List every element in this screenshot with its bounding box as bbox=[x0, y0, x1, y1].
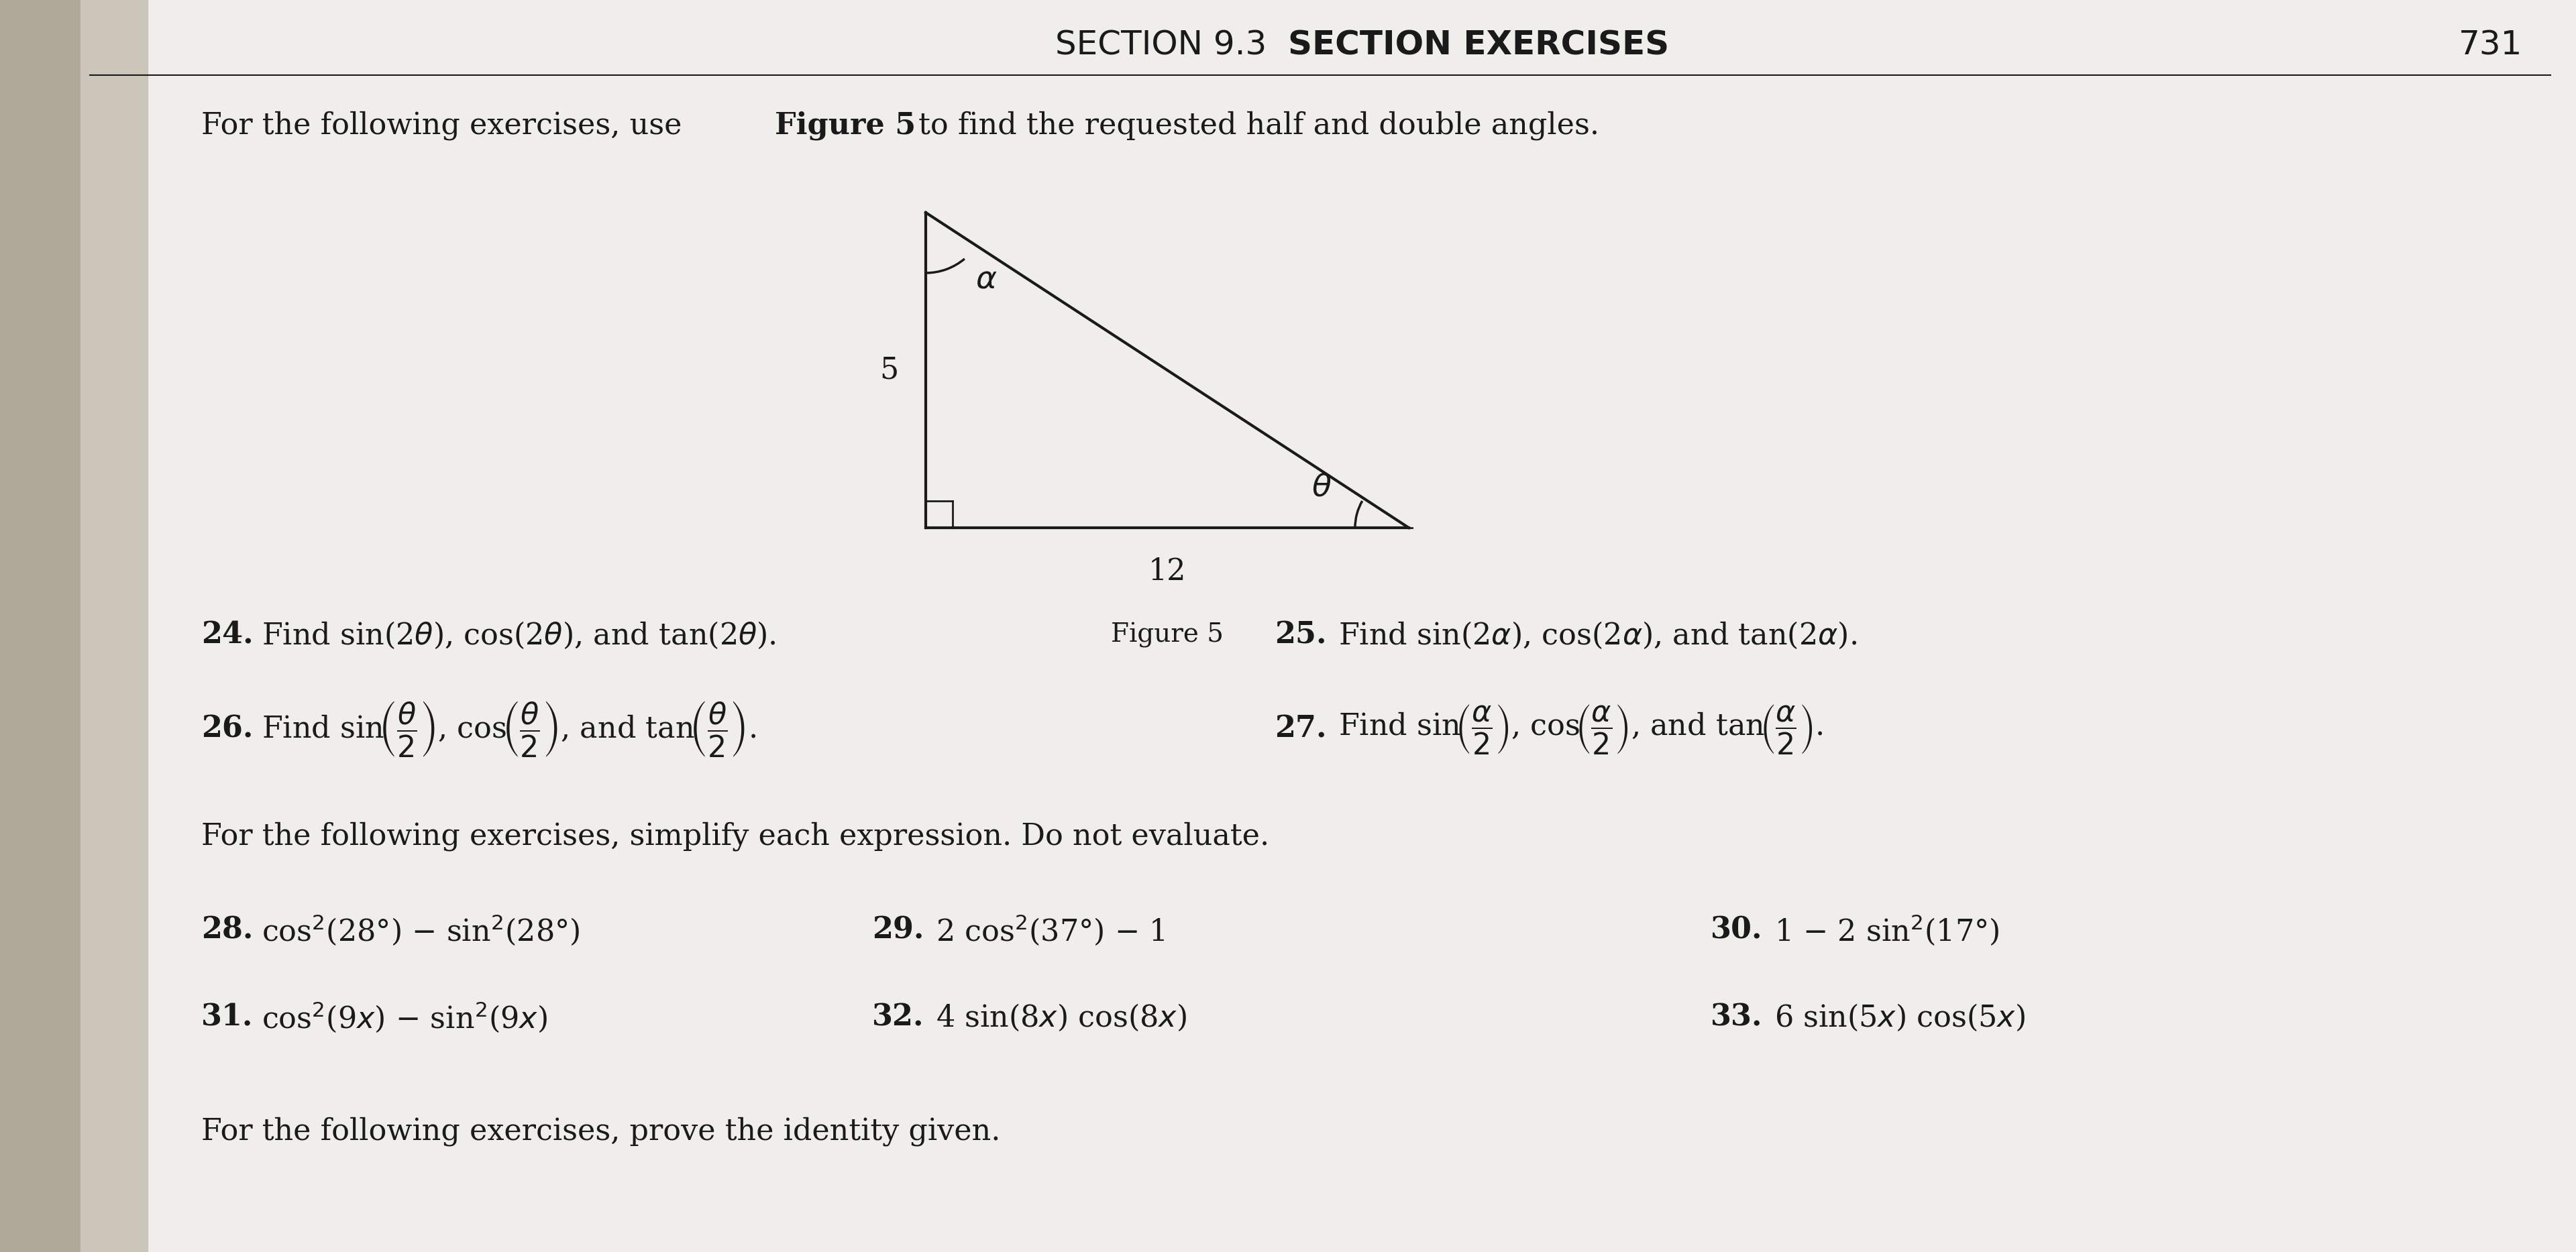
Text: 24.: 24. bbox=[201, 621, 252, 650]
Text: $\theta$: $\theta$ bbox=[1311, 472, 1332, 503]
Text: 25.: 25. bbox=[1275, 621, 1327, 650]
Text: Figure 5: Figure 5 bbox=[775, 111, 917, 140]
Text: 27.: 27. bbox=[1275, 715, 1327, 744]
Text: 2 cos$^2$(37°) $-$ 1: 2 cos$^2$(37°) $-$ 1 bbox=[935, 913, 1164, 947]
Bar bbox=[0, 0, 80, 1252]
Text: Figure 5: Figure 5 bbox=[1110, 622, 1224, 647]
Text: 29.: 29. bbox=[873, 915, 925, 944]
Text: Find sin(2$\theta$), cos(2$\theta$), and tan(2$\theta$).: Find sin(2$\theta$), cos(2$\theta$), and… bbox=[263, 620, 775, 650]
Text: 4 sin(8$x$) cos(8$x$): 4 sin(8$x$) cos(8$x$) bbox=[935, 1002, 1188, 1033]
Bar bbox=[80, 0, 147, 1252]
Text: For the following exercises, simplify each expression. Do not evaluate.: For the following exercises, simplify ea… bbox=[201, 821, 1270, 851]
Text: 32.: 32. bbox=[873, 1003, 925, 1032]
Text: 6 sin(5$x$) cos(5$x$): 6 sin(5$x$) cos(5$x$) bbox=[1775, 1002, 2025, 1033]
Text: Find sin$\!\left(\dfrac{\theta}{2}\right)$, cos$\!\left(\dfrac{\theta}{2}\right): Find sin$\!\left(\dfrac{\theta}{2}\right… bbox=[263, 700, 757, 759]
Text: 26.: 26. bbox=[201, 715, 252, 744]
Text: to find the requested half and double angles.: to find the requested half and double an… bbox=[909, 110, 1600, 140]
Text: For the following exercises, prove the identity given.: For the following exercises, prove the i… bbox=[201, 1117, 999, 1146]
Text: 33.: 33. bbox=[1710, 1003, 1762, 1032]
Text: Find sin(2$\alpha$), cos(2$\alpha$), and tan(2$\alpha$).: Find sin(2$\alpha$), cos(2$\alpha$), and… bbox=[1340, 620, 1857, 650]
Text: SECTION EXERCISES: SECTION EXERCISES bbox=[1288, 29, 1669, 61]
Text: $\alpha$: $\alpha$ bbox=[976, 264, 997, 294]
Text: 31.: 31. bbox=[201, 1003, 252, 1032]
Text: 1 $-$ 2 sin$^2$(17°): 1 $-$ 2 sin$^2$(17°) bbox=[1775, 913, 1999, 947]
Text: SECTION 9.3: SECTION 9.3 bbox=[1056, 29, 1288, 61]
Text: cos$^2$(9$x$) $-$ sin$^2$(9$x$): cos$^2$(9$x$) $-$ sin$^2$(9$x$) bbox=[263, 1000, 546, 1034]
Text: For the following exercises, use: For the following exercises, use bbox=[201, 110, 690, 140]
Text: 28.: 28. bbox=[201, 915, 252, 944]
Text: cos$^2$(28°) $-$ sin$^2$(28°): cos$^2$(28°) $-$ sin$^2$(28°) bbox=[263, 913, 580, 947]
Text: 731: 731 bbox=[2458, 29, 2522, 61]
Text: 12: 12 bbox=[1149, 557, 1185, 586]
Text: 5: 5 bbox=[878, 356, 899, 384]
Text: 30.: 30. bbox=[1710, 915, 1762, 944]
Text: Find sin$\!\left(\dfrac{\alpha}{2}\right)$, cos$\!\left(\dfrac{\alpha}{2}\right): Find sin$\!\left(\dfrac{\alpha}{2}\right… bbox=[1340, 702, 1824, 755]
